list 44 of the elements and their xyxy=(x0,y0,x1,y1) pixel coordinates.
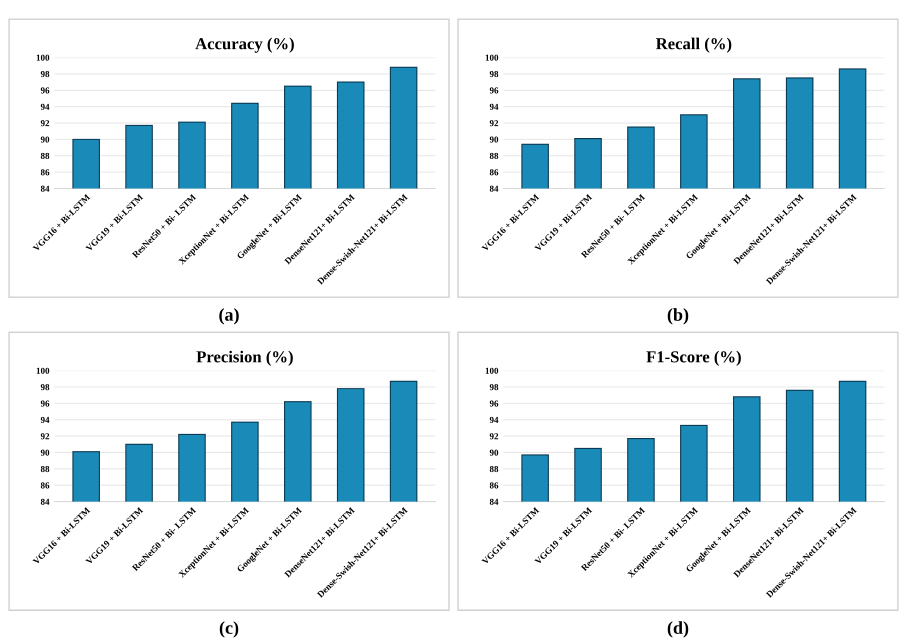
y-tick-label: 96 xyxy=(490,87,498,94)
y-tick-label: 94 xyxy=(490,416,498,423)
y-tick-label: 98 xyxy=(490,384,498,390)
text: (b) xyxy=(668,308,688,324)
y-tick-label: 90 xyxy=(490,450,498,456)
y-tick-label: 100 xyxy=(36,368,50,374)
y-tick-label: 84 xyxy=(490,498,498,505)
y-tick-label: 100 xyxy=(36,54,50,61)
y-tick-label: 96 xyxy=(40,400,50,407)
y-tick-label: 90 xyxy=(40,136,50,143)
y-tick-label: 84 xyxy=(40,498,50,505)
chart-title: Precision (%) xyxy=(196,350,293,366)
y-tick-label: 100 xyxy=(486,368,498,374)
y-tick-label: 86 xyxy=(490,169,498,176)
y-tick-label: 84 xyxy=(40,186,50,192)
y-tick-label: 100 xyxy=(486,54,498,61)
y-tick-label: 92 xyxy=(40,433,50,440)
y-tick-label: 98 xyxy=(490,71,498,78)
y-tick-label: 94 xyxy=(490,104,498,110)
chart-title: Recall (%) xyxy=(656,38,732,53)
y-tick-label: 88 xyxy=(490,152,498,159)
y-tick-label: 94 xyxy=(40,416,50,423)
y-tick-label: 84 xyxy=(490,186,498,192)
y-tick-label: 92 xyxy=(490,120,498,126)
text: (d) xyxy=(668,621,688,638)
y-tick-label: 90 xyxy=(40,450,50,456)
y-tick-label: 88 xyxy=(490,466,498,472)
y-tick-label: 92 xyxy=(40,120,50,126)
y-tick-label: 88 xyxy=(40,152,50,159)
chart-title: Accuracy (%) xyxy=(195,38,294,53)
y-tick-label: 86 xyxy=(490,482,498,488)
y-tick-label: 94 xyxy=(40,104,50,110)
y-tick-label: 88 xyxy=(40,466,50,472)
y-tick-label: 92 xyxy=(490,433,498,440)
y-tick-label: 98 xyxy=(40,71,50,78)
y-tick-label: 86 xyxy=(40,169,50,176)
y-tick-label: 96 xyxy=(490,400,498,407)
y-tick-label: 86 xyxy=(40,482,50,488)
y-tick-label: 90 xyxy=(490,136,498,143)
y-tick-label: 96 xyxy=(40,87,50,94)
chart-title: F1-Score (%) xyxy=(646,350,741,366)
text: (a) xyxy=(219,308,239,324)
y-tick-label: 98 xyxy=(40,384,50,390)
text: (c) xyxy=(220,621,238,638)
